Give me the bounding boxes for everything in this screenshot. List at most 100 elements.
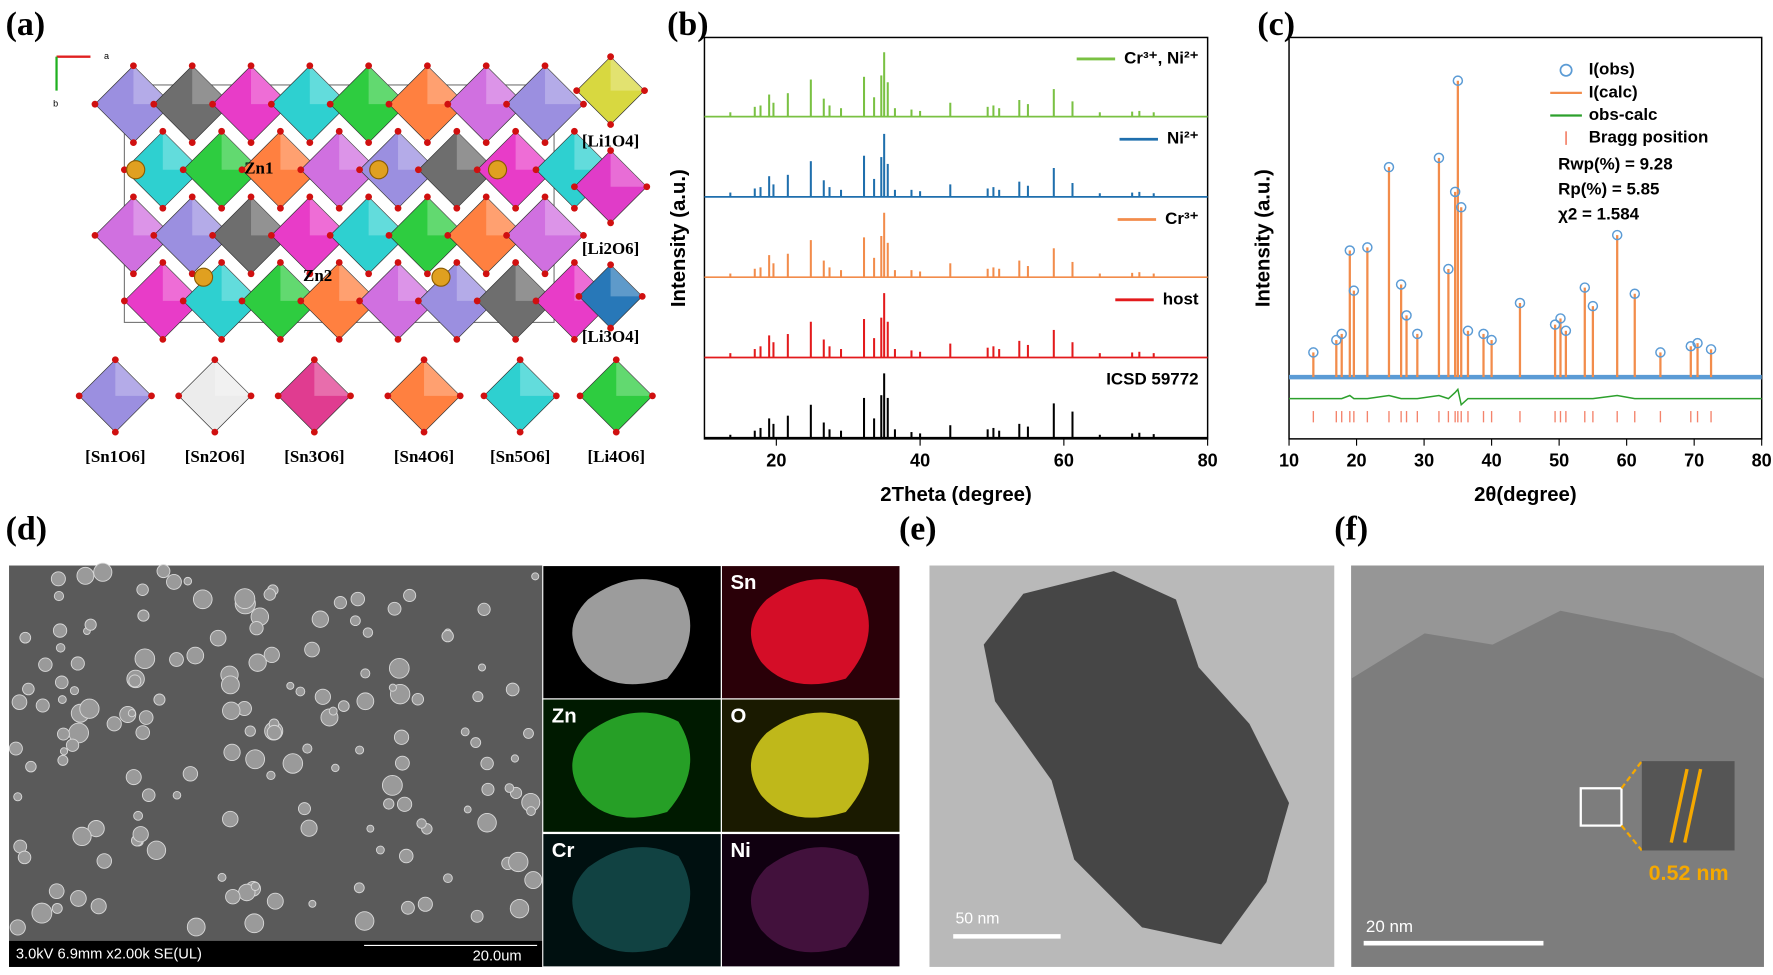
zn-atom [193, 267, 214, 287]
oxygen [310, 428, 318, 436]
particle [146, 840, 167, 860]
particle [411, 693, 425, 706]
zn-atom [369, 160, 389, 180]
oxygen [576, 392, 584, 400]
particle [70, 656, 85, 671]
annotation: χ2 = 1.584 [1558, 204, 1640, 223]
oxygen [91, 100, 99, 108]
particle [304, 641, 320, 658]
particle [250, 881, 260, 891]
oxygen [503, 231, 510, 239]
particle [87, 820, 105, 838]
particle [79, 698, 100, 719]
oxygen [267, 231, 275, 239]
oxygen [218, 127, 226, 135]
obs-point [1587, 300, 1599, 312]
oxygen [326, 231, 334, 239]
obs-point [1579, 282, 1591, 293]
oxygen [75, 392, 83, 400]
oxygen [424, 270, 431, 278]
oxygen [516, 428, 524, 436]
particle [470, 737, 482, 749]
particle [477, 812, 497, 833]
particle [472, 691, 484, 703]
particle [19, 631, 32, 644]
plot-frame [703, 36, 1209, 440]
polyhedron-label: [Li2O6] [582, 239, 639, 258]
zn-atom [126, 160, 146, 180]
x-tick-label: 50 [1549, 450, 1569, 470]
oxygen [306, 270, 314, 278]
legend-label: ICSD 59772 [1106, 370, 1198, 389]
oxygen [130, 193, 137, 201]
obs-point [1452, 75, 1464, 86]
particle [394, 755, 410, 771]
oxygen [150, 231, 158, 239]
legend-label: I(obs) [1589, 60, 1635, 79]
particle [360, 668, 371, 679]
x-tick-label: 30 [1414, 450, 1434, 470]
particle [354, 911, 375, 931]
element-label: O [730, 705, 746, 727]
obs-point [1362, 242, 1373, 253]
zoom-line [1620, 760, 1643, 789]
particle [460, 727, 470, 737]
obs-point [1692, 337, 1703, 349]
oxygen [211, 356, 219, 364]
particle [234, 588, 256, 610]
oxygen [503, 100, 510, 108]
obs-point [1348, 285, 1360, 296]
octahedron-face [339, 262, 378, 301]
oxygen [420, 356, 428, 364]
particle [416, 818, 427, 829]
lattice-line [1669, 768, 1689, 843]
oxygen [541, 62, 549, 70]
particle [133, 810, 144, 821]
hrtem-scale: 20 nm [1366, 917, 1413, 936]
particle [282, 753, 304, 774]
panel-label: (a) [6, 6, 46, 43]
atom-label: Zn1 [244, 159, 273, 178]
oxygen [188, 270, 196, 278]
obs-point [1611, 229, 1623, 241]
diff-line [1289, 387, 1762, 407]
element-label: Cr [552, 840, 575, 862]
x-axis-label: 2Theta (degree) [880, 484, 1032, 506]
particle [524, 871, 543, 889]
particle [505, 682, 520, 697]
oxygen [394, 259, 402, 266]
obs-point [1478, 328, 1489, 340]
particle [526, 806, 536, 816]
particle [508, 851, 529, 873]
particle [127, 709, 136, 718]
particle [266, 770, 276, 780]
particle [510, 754, 519, 763]
oxygen [394, 204, 402, 212]
x-tick-label: 80 [1198, 450, 1218, 470]
oxygen [148, 392, 155, 400]
octahedron [277, 359, 352, 433]
obs-point [1486, 334, 1497, 346]
oxygen [175, 392, 183, 400]
octahedron-face [280, 131, 319, 170]
particle [403, 588, 417, 602]
particle [223, 743, 241, 761]
oxygen [365, 270, 373, 278]
particle [22, 682, 35, 696]
oxygen [580, 100, 587, 108]
obs-point [1308, 347, 1319, 358]
sem-scale: 20.0um [473, 949, 522, 965]
oxygen [580, 231, 587, 239]
particle [221, 675, 240, 695]
oxygen [575, 293, 583, 300]
obs-point [1331, 334, 1342, 346]
particle [156, 564, 171, 579]
particle [333, 596, 347, 610]
particle [399, 848, 414, 864]
oxygen [247, 392, 255, 400]
obs-point [1655, 347, 1666, 358]
oxygen [297, 297, 305, 305]
lattice-spacing: 0.52 nm [1649, 861, 1729, 885]
oxygen [512, 204, 520, 212]
oxygen [120, 297, 128, 305]
